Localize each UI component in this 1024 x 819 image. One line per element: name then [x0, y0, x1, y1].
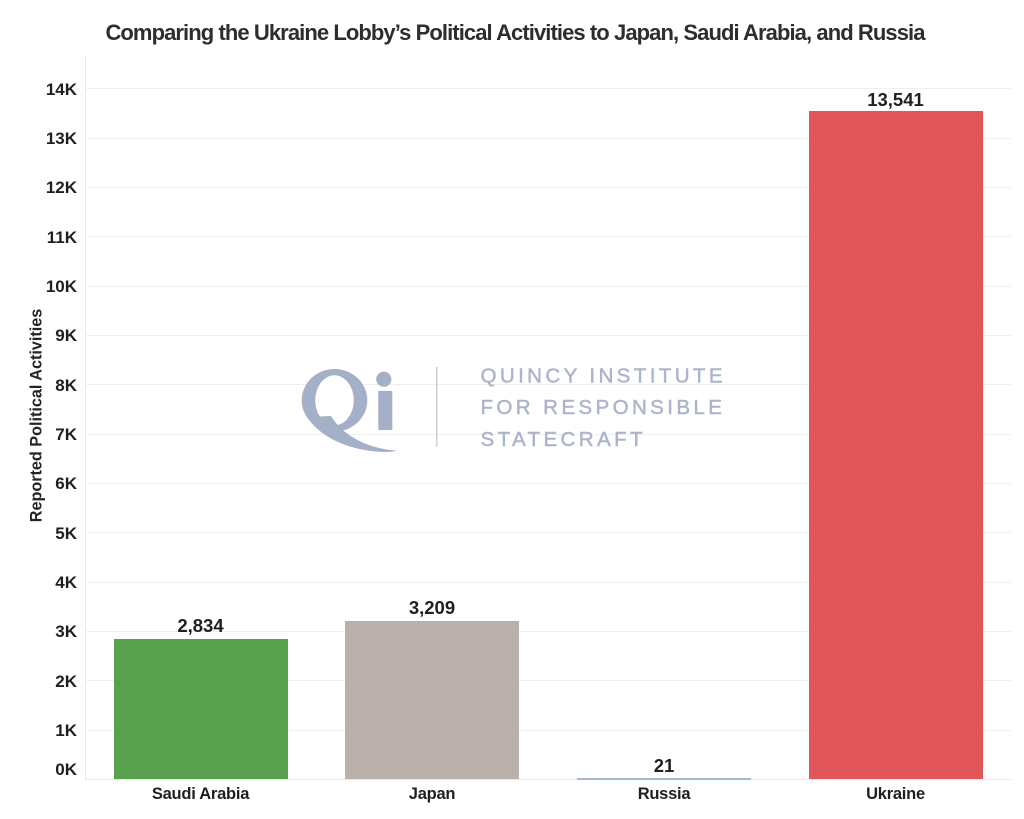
svg-text:FOR RESPONSIBLE: FOR RESPONSIBLE	[481, 396, 726, 419]
svg-text:STATECRAFT: STATECRAFT	[481, 428, 646, 451]
svg-text:QUINCY INSTITUTE: QUINCY INSTITUTE	[481, 364, 726, 387]
